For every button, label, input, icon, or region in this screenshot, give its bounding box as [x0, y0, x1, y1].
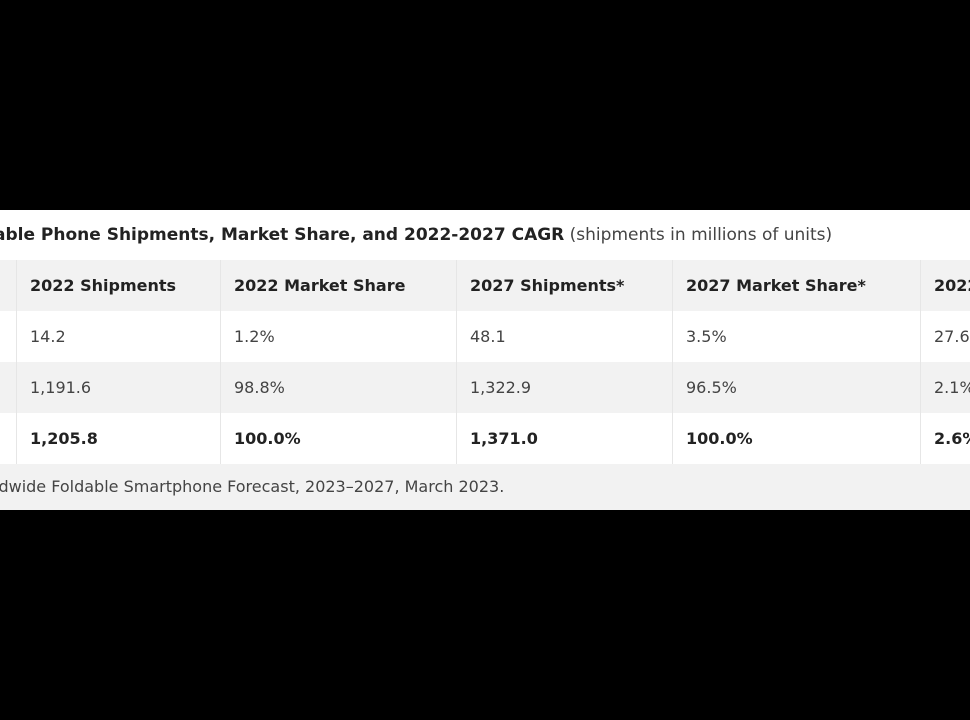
table-cell: 1.2% [220, 311, 456, 362]
table-cell: 1,205.8 [16, 413, 220, 464]
row-label-cell [0, 362, 16, 413]
caption-title: able Phone Shipments, Market Share, and … [0, 225, 565, 245]
table-cell: 1,322.9 [456, 362, 672, 413]
table-row: 14.2 1.2% 48.1 3.5% 27.6% [0, 311, 970, 362]
table-cell: 100.0% [220, 413, 456, 464]
table-header-row: 2022 Shipments 2022 Market Share 2027 Sh… [0, 260, 970, 311]
source-note: ldwide Foldable Smartphone Forecast, 202… [0, 477, 505, 496]
table-cell: 27.6% [920, 311, 970, 362]
table-cell: 1,191.6 [16, 362, 220, 413]
header-cell-blank [0, 260, 16, 311]
table-cell: 48.1 [456, 311, 672, 362]
header-2022-market-share: 2022 Market Share [220, 260, 456, 311]
table-total-row: 1,205.8 100.0% 1,371.0 100.0% 2.6% [0, 413, 970, 464]
table-cell: 100.0% [672, 413, 920, 464]
table-cell: 2.1% [920, 362, 970, 413]
table-cell: 2.6% [920, 413, 970, 464]
table-cell: 96.5% [672, 362, 920, 413]
table-cell: 14.2 [16, 311, 220, 362]
table-cell: 1,371.0 [456, 413, 672, 464]
row-label-cell [0, 311, 16, 362]
header-2027-shipments: 2027 Shipments* [456, 260, 672, 311]
table-panel: able Phone Shipments, Market Share, and … [0, 210, 970, 510]
table-caption: able Phone Shipments, Market Share, and … [0, 210, 970, 260]
table-row: 1,191.6 98.8% 1,322.9 96.5% 2.1% [0, 362, 970, 413]
row-label-cell [0, 413, 16, 464]
source-row: ldwide Foldable Smartphone Forecast, 202… [0, 464, 970, 510]
caption-note: (shipments in millions of units) [569, 225, 833, 245]
header-2022-shipments: 2022 Shipments [16, 260, 220, 311]
table-cell: 3.5% [672, 311, 920, 362]
header-cagr: 2022 [920, 260, 970, 311]
header-2027-market-share: 2027 Market Share* [672, 260, 920, 311]
table-cell: 98.8% [220, 362, 456, 413]
